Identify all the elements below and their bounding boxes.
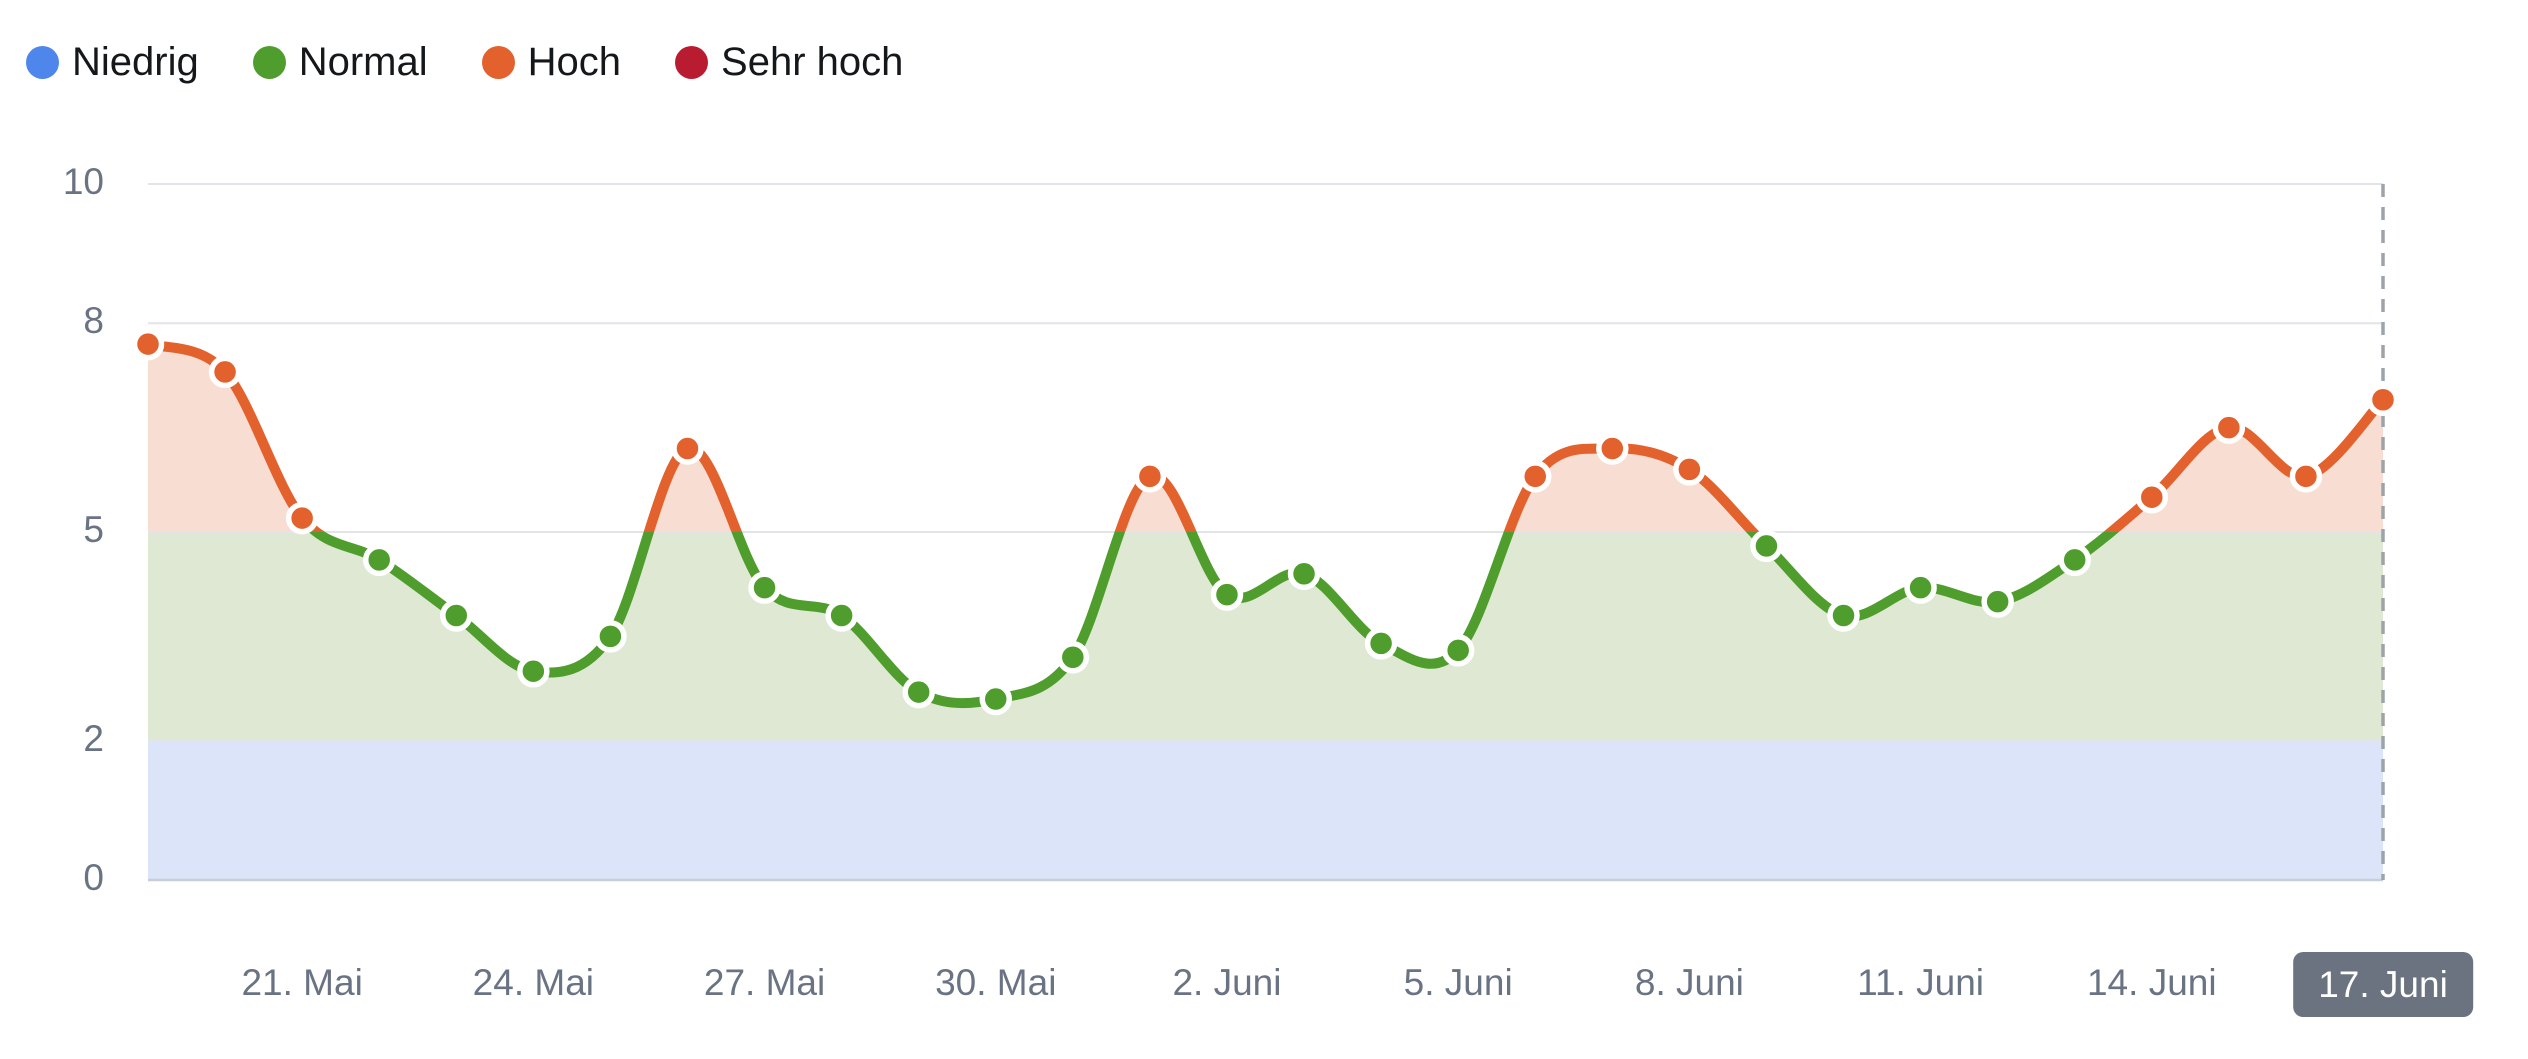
data-point[interactable] bbox=[748, 571, 781, 604]
niedrig-dot-icon bbox=[26, 46, 59, 79]
data-point[interactable] bbox=[671, 432, 704, 465]
x-axis-label: 5. Juni bbox=[1403, 962, 1513, 1003]
data-point[interactable] bbox=[2366, 383, 2400, 417]
x-axis-label-selected: 17. Juni bbox=[2293, 952, 2473, 1017]
y-axis-label: 0 bbox=[83, 857, 104, 898]
x-axis-label: 24. Mai bbox=[472, 962, 595, 1003]
data-point[interactable] bbox=[1904, 571, 1937, 604]
chart-legend: Niedrig Normal Hoch Sehr hoch bbox=[26, 40, 957, 85]
y-axis-label: 2 bbox=[83, 717, 104, 759]
data-point[interactable] bbox=[1827, 599, 1860, 632]
data-point[interactable] bbox=[1364, 627, 1398, 660]
data-point[interactable] bbox=[1596, 432, 1629, 465]
sehr-hoch-dot-icon bbox=[675, 46, 709, 79]
area-fill-normal bbox=[148, 532, 2383, 741]
y-axis-label: 8 bbox=[83, 300, 104, 342]
data-point[interactable] bbox=[440, 599, 473, 632]
legend-label-normal: Normal bbox=[298, 40, 428, 84]
data-point[interactable] bbox=[285, 501, 319, 535]
legend-label-sehr-hoch: Sehr hoch bbox=[721, 40, 904, 84]
x-axis-label: 27. Mai bbox=[703, 962, 826, 1003]
x-axis-label: 14. Juni bbox=[2086, 962, 2217, 1003]
normal-dot-icon bbox=[252, 46, 286, 79]
x-axis-label: 21. Mai bbox=[241, 962, 363, 1003]
data-point[interactable] bbox=[2135, 480, 2169, 514]
x-axis-label: 30. Mai bbox=[935, 962, 1057, 1003]
gridlines bbox=[148, 183, 2383, 882]
legend-label-niedrig: Niedrig bbox=[72, 40, 199, 84]
data-point[interactable] bbox=[362, 543, 396, 577]
data-point[interactable] bbox=[2212, 411, 2246, 444]
x-axis-label: 8. Juni bbox=[1634, 962, 1744, 1003]
data-point[interactable] bbox=[2289, 460, 2323, 493]
data-point[interactable] bbox=[825, 599, 858, 632]
x-axis-label: 2. Juni bbox=[1172, 962, 1282, 1003]
legend-item-hoch: Hoch bbox=[481, 40, 622, 85]
x-axis-label: 11. Juni bbox=[1857, 962, 1985, 1003]
data-point[interactable] bbox=[1981, 585, 2014, 618]
data-point[interactable] bbox=[1750, 529, 1783, 563]
data-point[interactable] bbox=[1673, 453, 1706, 486]
data-point[interactable] bbox=[131, 327, 165, 361]
legend-item-sehr-hoch: Sehr hoch bbox=[675, 40, 903, 85]
hoch-dot-icon bbox=[481, 46, 515, 79]
y-axis-label: 10 bbox=[62, 161, 104, 202]
data-point[interactable] bbox=[1518, 460, 1552, 493]
data-point[interactable] bbox=[1056, 641, 1090, 674]
data-point[interactable] bbox=[1441, 634, 1475, 667]
area-fill-hoch bbox=[148, 344, 2383, 533]
data-point[interactable] bbox=[979, 682, 1013, 716]
legend-item-niedrig: Niedrig bbox=[26, 40, 199, 85]
y-axis-label: 5 bbox=[83, 509, 104, 550]
data-point[interactable] bbox=[1133, 460, 1167, 493]
data-point[interactable] bbox=[902, 675, 935, 709]
data-point[interactable] bbox=[2058, 543, 2091, 577]
data-point[interactable] bbox=[208, 355, 242, 389]
data-point[interactable] bbox=[1210, 578, 1244, 611]
data-points bbox=[131, 327, 2400, 716]
area-fill-niedrig bbox=[148, 740, 2383, 880]
data-point[interactable] bbox=[517, 654, 550, 688]
data-point[interactable] bbox=[1287, 557, 1321, 591]
data-point[interactable] bbox=[594, 620, 627, 653]
legend-label-hoch: Hoch bbox=[527, 40, 622, 84]
legend-item-normal: Normal bbox=[252, 40, 428, 85]
